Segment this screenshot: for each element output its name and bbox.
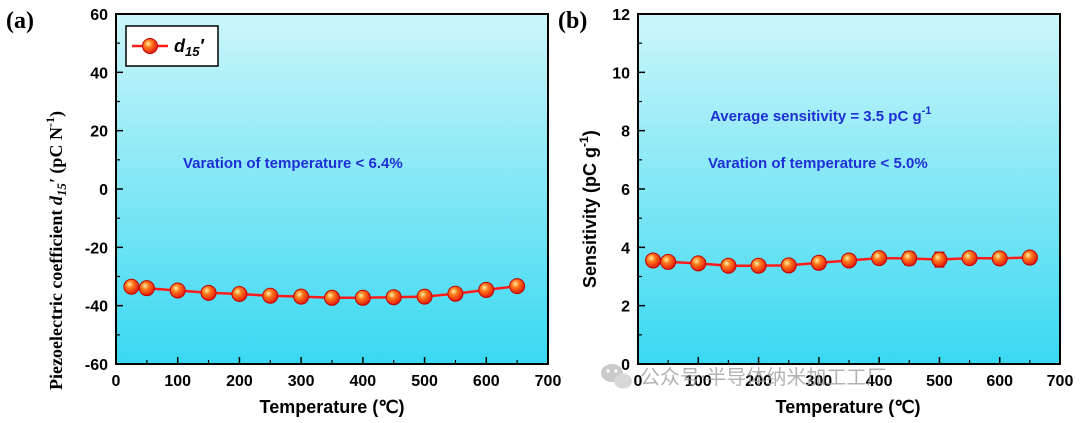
y-ticks-a: -60 -40 -20 0 20 40 60 [85,7,123,374]
data-point [810,254,827,271]
data-point [200,284,217,301]
data-point [324,289,340,306]
data-point [354,289,371,306]
data-point [509,278,526,295]
data-point [416,288,433,305]
y-tick-label: 6 [621,182,630,199]
y-axis-title-b: Sensitivity (pC g-1) [577,130,600,288]
x-axis-title-b: Temperature (℃) [776,397,921,417]
y-tick-label: 40 [90,65,108,82]
x-tick-label: 700 [1047,373,1074,390]
data-point [123,278,140,295]
annotation-a: Varation of temperature < 6.4% [183,155,403,172]
y-tick-label: -20 [85,240,108,257]
data-point [385,289,402,306]
y-tick-label: 8 [621,124,630,141]
y-tick-label: -60 [85,357,108,374]
data-point [660,253,677,270]
x-tick-label: 600 [473,373,500,390]
legend-a: d15′ [125,25,219,67]
annotation-b-2: Varation of temperature < 5.0% [708,155,928,172]
wechat-icon [601,364,632,389]
y-ticks-b: 0 2 4 6 8 10 12 [612,7,645,374]
data-point [1021,249,1038,266]
y-tick-label: 20 [90,124,108,141]
annotation-b-1: Average sensitivity = 3.5 pC g-1 [710,105,931,125]
y-tick-label: 10 [612,65,630,82]
panel-label-b: (b) [558,8,587,34]
y-tick-label: 60 [90,7,108,24]
x-tick-label: 500 [411,373,438,390]
data-point [231,286,248,302]
plot-area-b [638,14,1060,364]
watermark: 公众号·半导体纳米加工工厂 [601,364,886,389]
data-point [931,251,948,268]
y-axis-title-a: Piezoelectric coefficient d15′ (pC N-1) [43,111,69,390]
data-point [901,250,918,267]
marks-a [123,278,526,306]
marks-b [645,249,1038,274]
data-point [169,282,186,299]
x-tick-label: 100 [164,373,191,390]
x-axis-title-a: Temperature (℃) [260,397,405,417]
x-ticks-b: 0 100 200 300 400 500 600 700 [634,357,1074,390]
data-point [991,250,1008,267]
data-point [841,252,857,269]
y-tick-label: 4 [621,240,630,257]
x-tick-label: 700 [535,373,562,390]
x-tick-label: 400 [866,373,893,390]
x-tick-label: 400 [350,373,377,390]
legend-marker-a [142,38,158,54]
data-point [750,257,767,274]
legend-label-a: d15′ [174,36,204,59]
y-tick-label: 0 [99,182,108,199]
x-tick-label: 200 [745,373,772,390]
watermark-text: 公众号·半导体纳米加工工厂 [640,365,886,389]
x-tick-label: 0 [634,373,643,390]
panel-a: 0 100 200 300 400 500 600 700 -60-40-200204060 … [6,7,561,417]
data-point [690,255,707,272]
data-point [262,287,279,304]
data-point [720,257,737,274]
x-tick-label: 300 [288,373,315,390]
data-point [780,257,797,274]
y-tick-label: 2 [621,299,630,316]
data-point [138,280,155,297]
x-ticks-a: 0 100 200 300 400 500 600 700 [112,357,562,390]
data-point [645,252,662,269]
x-tick-label: 100 [685,373,712,390]
data-point [293,288,310,305]
x-tick-label: 200 [226,373,253,390]
y-tick-label: 0 [621,357,630,374]
data-point [961,250,978,267]
y-tick-label: -40 [85,299,108,316]
data-point [871,250,888,267]
panel-label-a: (a) [6,8,34,34]
data-point [447,285,464,302]
panel-b: 0 100 200 300 400 500 600 700 0 2 4 6 8 10 12 (b) Sen… [558,7,1073,417]
x-tick-label: 300 [806,373,833,390]
x-tick-label: 600 [986,373,1013,390]
x-tick-label: 0 [112,373,121,390]
x-tick-label: 500 [926,373,953,390]
y-tick-label: 12 [612,7,630,24]
data-point [478,281,495,298]
